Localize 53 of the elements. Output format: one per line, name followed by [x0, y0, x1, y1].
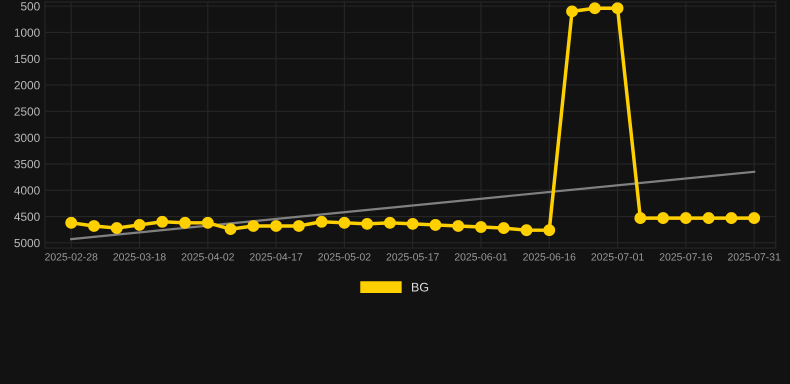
- point: [520, 224, 532, 236]
- x-tick-label: 2025-05-02: [318, 253, 371, 261]
- x-tick-label: 2025-04-17: [250, 253, 302, 261]
- y-tick-label: 3500: [14, 160, 40, 168]
- x-tick-label: 2025-06-16: [523, 253, 576, 261]
- y-tick-label: 4000: [14, 186, 40, 195]
- y-tick-label: 5000: [14, 238, 40, 248]
- point: [657, 212, 669, 224]
- point: [65, 216, 78, 229]
- x-tick-label: 2025-05-17: [386, 253, 439, 261]
- point: [338, 216, 350, 229]
- point: [588, 2, 601, 14]
- point: [452, 220, 464, 232]
- x-tick-label: 2025-06-01: [454, 253, 508, 261]
- point: [384, 216, 396, 229]
- point: [316, 216, 328, 228]
- y-tick-label: 500: [20, 2, 40, 11]
- legend-label: BG: [412, 282, 428, 292]
- point: [702, 212, 715, 224]
- point: [543, 224, 556, 236]
- point: [566, 5, 578, 18]
- point: [498, 222, 510, 234]
- y-tick-label: 4500: [14, 212, 40, 221]
- point: [134, 219, 146, 231]
- x-tick-label: 2025-07-31: [728, 253, 780, 261]
- point: [156, 216, 168, 228]
- point: [612, 2, 624, 14]
- point: [292, 220, 305, 232]
- point: [680, 212, 692, 224]
- point: [725, 212, 738, 224]
- y-tick-label: 1000: [14, 28, 40, 37]
- point: [224, 223, 236, 236]
- point: [406, 218, 419, 230]
- x-tick-label: 2025-07-01: [591, 253, 644, 261]
- x-tick-label: 2025-02-28: [45, 253, 98, 261]
- y-tick-label: 2000: [14, 81, 40, 90]
- point: [247, 220, 260, 232]
- y-tick-label: 2500: [14, 107, 40, 116]
- point: [179, 216, 191, 229]
- point: [202, 216, 214, 229]
- y-tick-label: 3000: [14, 134, 40, 142]
- point: [748, 212, 760, 224]
- x-tick-label: 2025-03-18: [113, 253, 166, 261]
- point: [634, 212, 646, 224]
- x-tick-label: 2025-07-16: [660, 253, 712, 261]
- point: [430, 219, 442, 231]
- point: [270, 220, 282, 232]
- point: [475, 221, 487, 233]
- point: [110, 222, 123, 234]
- point: [88, 220, 100, 232]
- x-tick-label: 2025-04-02: [182, 253, 234, 261]
- y-tick-label: 1500: [14, 54, 40, 64]
- point: [361, 218, 374, 230]
